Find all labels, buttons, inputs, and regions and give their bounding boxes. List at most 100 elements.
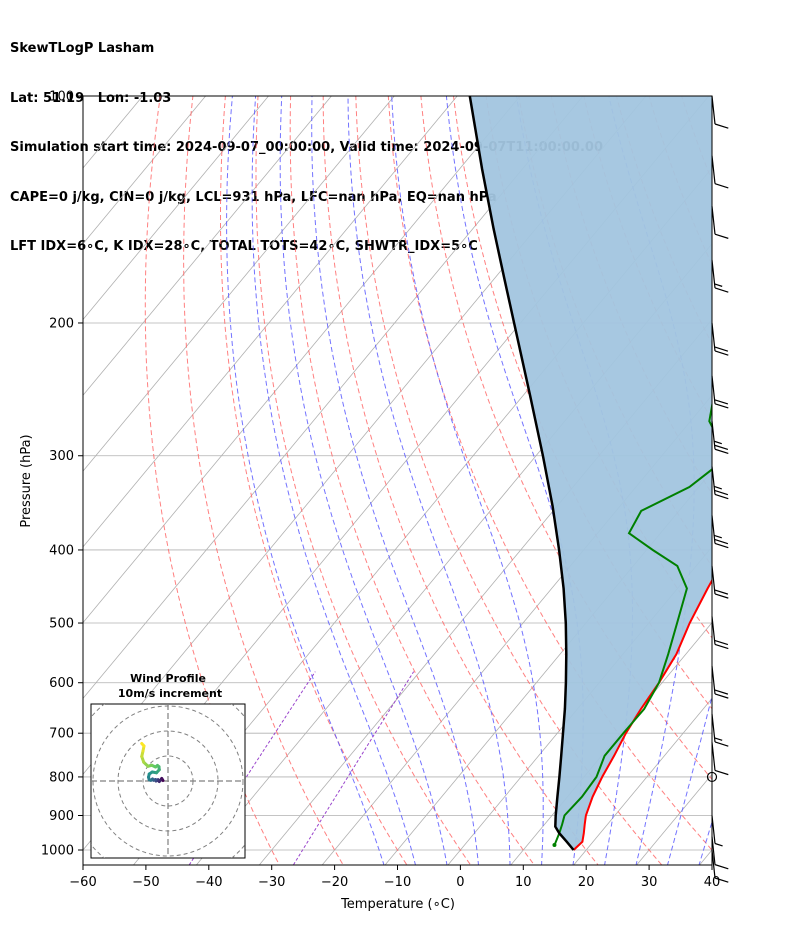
dry-adiabat <box>144 96 280 865</box>
x-axis-label: Temperature (∘C) <box>340 897 455 912</box>
wind-barb <box>711 375 729 409</box>
dry-adiabat <box>741 79 794 869</box>
barb-flag <box>714 538 729 545</box>
dry-adiabat <box>355 96 663 865</box>
x-tick-label: −10 <box>384 875 411 890</box>
barb-flag <box>714 534 722 539</box>
moist-adiabat <box>445 96 584 865</box>
wind-barb <box>711 259 729 293</box>
x-tick-label: 40 <box>704 875 721 890</box>
barb-staff <box>711 95 716 125</box>
barb-flag <box>714 864 729 870</box>
temperature-line <box>572 578 712 851</box>
wind-barb <box>711 565 729 599</box>
y-axis-label: Pressure (hPa) <box>19 434 34 527</box>
dry-adiabat <box>255 96 472 865</box>
barb-flag <box>714 737 723 741</box>
barb-flag <box>714 444 729 451</box>
profiles <box>468 96 712 851</box>
chart-header: SkewTLogP Lasham Lat: 51.19 Lon: -1.03 S… <box>10 8 603 272</box>
moist-adiabat <box>226 96 385 865</box>
barb-flag <box>714 399 729 405</box>
dewpoint-marker <box>552 843 557 848</box>
barb-staff <box>711 565 716 594</box>
isotherm-line <box>759 79 794 869</box>
moist-adiabat <box>347 96 511 865</box>
dry-adiabat <box>289 96 535 865</box>
y-tick-label: 800 <box>49 770 74 785</box>
barb-flag <box>714 542 729 549</box>
x-axis-ticks: −60 −50 −40 −30 −20 −10 0 10 20 30 40 <box>69 865 720 890</box>
x-tick-label: −30 <box>258 875 285 890</box>
y-tick-label: 1000 <box>41 844 74 859</box>
wind-barb <box>711 815 723 847</box>
moist-adiabat <box>311 96 479 865</box>
wind-barb <box>711 421 729 455</box>
barb-flag <box>714 123 729 129</box>
dry-adiabat <box>452 96 712 710</box>
barb-staff <box>711 259 716 289</box>
hodograph-segment <box>140 742 146 748</box>
barb-staff <box>711 713 716 743</box>
dry-adiabat <box>709 79 794 869</box>
barb-flag <box>714 283 723 287</box>
isotherm-line <box>83 96 270 321</box>
barb-staff <box>711 155 716 184</box>
barb-flag <box>714 639 729 646</box>
isotherm-line <box>83 96 395 472</box>
y-tick-label: 900 <box>49 809 74 824</box>
barb-flag <box>714 693 729 699</box>
hodograph-rings <box>91 704 245 858</box>
wind-barb <box>711 515 729 549</box>
isotherm-line <box>195 243 712 865</box>
barb-flag <box>714 233 729 239</box>
barb-flag <box>714 769 729 776</box>
barb-flag <box>714 643 729 650</box>
barb-staff <box>711 836 716 865</box>
isotherm-line <box>573 697 712 865</box>
cape-line: CAPE=0 j/kg, CIN=0 j/kg, LCL=931 hPa, LF… <box>10 189 497 205</box>
barb-flag <box>714 741 729 747</box>
x-tick-label: −50 <box>132 875 159 890</box>
wind-barb <box>711 836 729 870</box>
y-axis-ticks: 100 200 300 400 500 600 700 800 900 1000 <box>41 90 83 859</box>
barb-flag <box>714 689 729 695</box>
barb-flag <box>714 589 729 595</box>
isotherm-line <box>83 96 521 624</box>
barb-staff <box>711 421 716 450</box>
x-tick-label: 30 <box>641 875 658 890</box>
location-line: Lat: 51.19 Lon: -1.03 <box>10 90 172 106</box>
wind-barb <box>711 713 729 747</box>
barb-staff <box>711 742 716 771</box>
wind-barb <box>711 849 729 883</box>
moist-adiabat <box>608 96 695 865</box>
parcel-line <box>468 96 575 851</box>
barb-staff <box>711 515 716 544</box>
y-tick-label: 200 <box>49 316 74 331</box>
wind-barb <box>711 322 729 356</box>
wind-barb <box>711 665 729 699</box>
dewpoint-line <box>553 400 712 846</box>
isotherm-line <box>447 546 712 865</box>
y-tick-label: 400 <box>49 543 74 558</box>
hodograph-subtitle: 10m/s increment <box>118 687 222 700</box>
chart-title: SkewTLogP Lasham <box>10 41 155 56</box>
moist-adiabat <box>251 96 416 865</box>
y-tick-label: 700 <box>49 727 74 742</box>
barb-flag <box>714 493 729 500</box>
y-tick-label: 600 <box>49 676 74 691</box>
barb-flag <box>714 183 729 189</box>
hodograph-inset: Wind Profile 10m/s increment <box>90 672 246 859</box>
barb-staff <box>711 849 716 879</box>
dry-adiabat <box>220 96 408 865</box>
barb-flag <box>714 346 729 352</box>
x-tick-label: −20 <box>321 875 348 890</box>
x-tick-label: 20 <box>578 875 595 890</box>
moist-adiabat <box>279 96 448 865</box>
barb-staff <box>711 815 716 844</box>
wind-barb <box>711 95 729 129</box>
x-tick-label: −40 <box>195 875 222 890</box>
isotherm-line <box>83 96 332 396</box>
barb-flag <box>714 877 729 883</box>
barb-staff <box>711 665 716 694</box>
